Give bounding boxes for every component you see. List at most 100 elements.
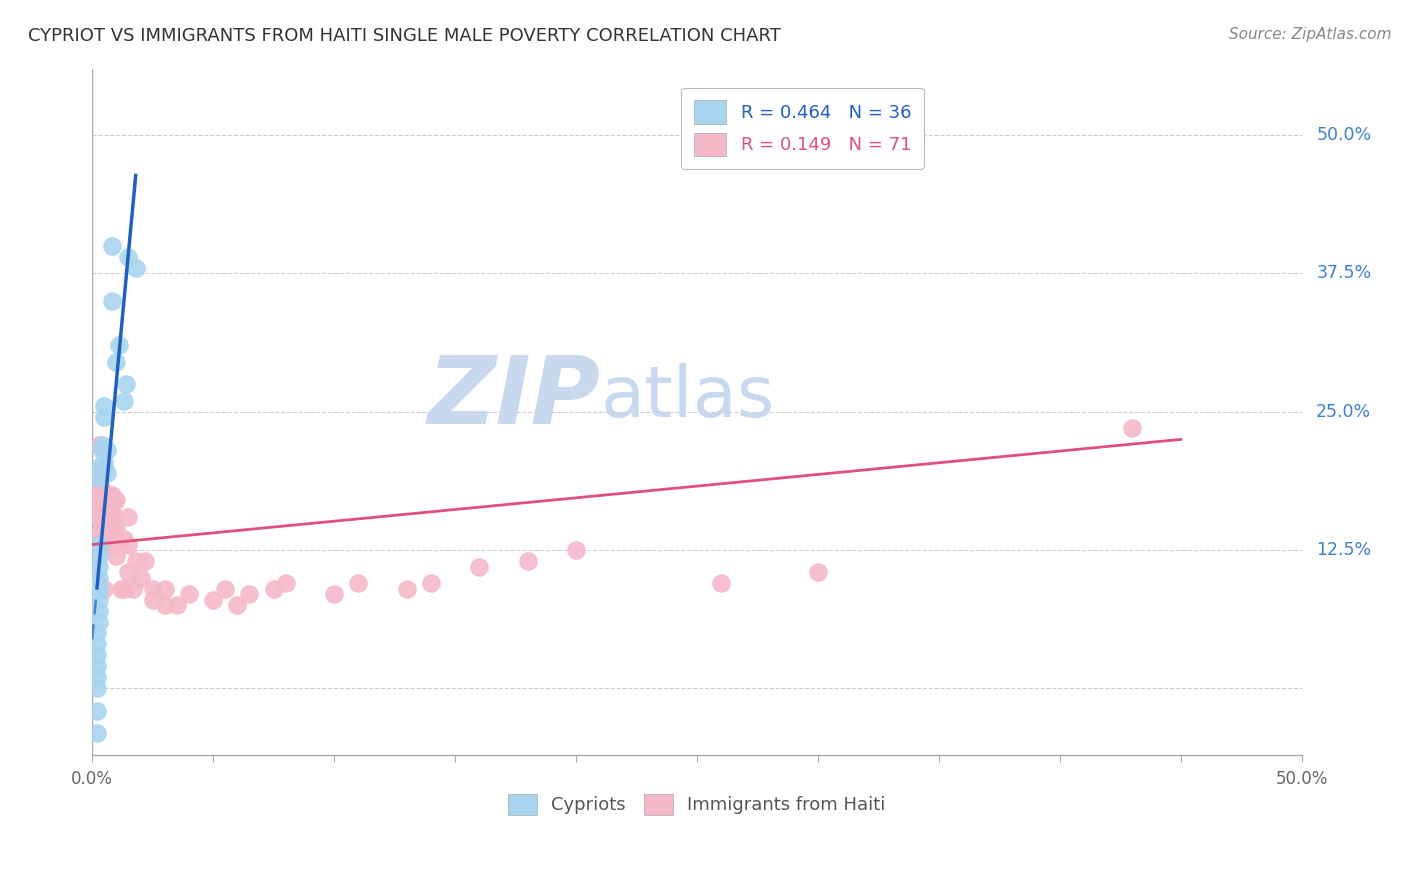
Point [93, 454, 115, 468]
Point [86, 482, 108, 496]
Point [89, 593, 111, 607]
Point [142, 582, 165, 596]
Point [90, 482, 112, 496]
Point [86, 493, 108, 508]
Point [98, 488, 121, 502]
Point [117, 537, 139, 551]
Point [86, 681, 108, 696]
Point [89, 537, 111, 551]
Point [100, 238, 122, 252]
Point [105, 549, 128, 563]
Point [90, 460, 112, 475]
Point [347, 576, 370, 591]
Point [90, 509, 112, 524]
Point [263, 582, 285, 596]
Point [90, 537, 112, 551]
Point [142, 593, 165, 607]
Point [98, 504, 121, 518]
Point [807, 566, 830, 580]
Text: 50.0%: 50.0% [1316, 126, 1371, 144]
Point [177, 587, 200, 601]
Point [89, 582, 111, 596]
Point [100, 521, 122, 535]
Point [89, 549, 111, 563]
Point [89, 526, 111, 541]
Point [93, 526, 115, 541]
Point [96, 443, 118, 458]
Text: atlas: atlas [600, 363, 775, 433]
Point [89, 438, 111, 452]
Point [100, 293, 122, 308]
Point [516, 554, 538, 568]
Text: 37.5%: 37.5% [1316, 264, 1371, 283]
Point [565, 543, 588, 558]
Point [238, 587, 260, 601]
Point [89, 571, 111, 585]
Point [100, 504, 122, 518]
Point [323, 587, 346, 601]
Point [90, 499, 112, 513]
Text: 12.5%: 12.5% [1316, 541, 1371, 559]
Point [468, 559, 491, 574]
Point [86, 725, 108, 739]
Text: 25.0%: 25.0% [1316, 402, 1371, 421]
Point [96, 504, 118, 518]
Point [93, 582, 115, 596]
Point [125, 260, 148, 275]
Point [214, 582, 236, 596]
Point [90, 466, 112, 480]
Point [202, 593, 225, 607]
Point [89, 471, 111, 485]
Point [86, 471, 108, 485]
Point [96, 466, 118, 480]
Point [112, 393, 135, 408]
Point [89, 460, 111, 475]
Point [103, 493, 125, 508]
Legend: Cypriots, Immigrants from Haiti: Cypriots, Immigrants from Haiti [508, 794, 886, 814]
Point [115, 377, 138, 392]
Point [110, 582, 132, 596]
Point [93, 460, 115, 475]
Point [93, 399, 115, 413]
Point [86, 626, 108, 640]
Point [117, 566, 139, 580]
Point [86, 537, 108, 551]
Point [93, 537, 115, 551]
Point [98, 521, 121, 535]
Point [226, 599, 249, 613]
Point [1121, 421, 1143, 435]
Point [93, 499, 115, 513]
Point [86, 659, 108, 673]
Point [117, 509, 139, 524]
Point [89, 559, 111, 574]
Point [90, 443, 112, 458]
Point [93, 410, 115, 425]
Point [86, 571, 108, 585]
Point [105, 493, 128, 508]
Text: CYPRIOT VS IMMIGRANTS FROM HAITI SINGLE MALE POVERTY CORRELATION CHART: CYPRIOT VS IMMIGRANTS FROM HAITI SINGLE … [28, 27, 780, 45]
Point [103, 509, 125, 524]
Point [86, 670, 108, 684]
Point [100, 488, 122, 502]
Point [153, 599, 176, 613]
Point [103, 526, 125, 541]
Point [96, 537, 118, 551]
Point [112, 532, 135, 546]
Point [107, 338, 129, 352]
Point [105, 521, 128, 535]
Point [117, 250, 139, 264]
Point [89, 488, 111, 502]
Point [90, 521, 112, 535]
Point [89, 509, 111, 524]
Point [86, 504, 108, 518]
Text: Source: ZipAtlas.com: Source: ZipAtlas.com [1229, 27, 1392, 42]
Point [86, 704, 108, 718]
Point [86, 637, 108, 651]
Point [96, 521, 118, 535]
Point [86, 648, 108, 663]
Point [274, 576, 297, 591]
Point [93, 460, 115, 475]
Point [89, 615, 111, 629]
Point [89, 504, 111, 518]
Point [100, 537, 122, 551]
